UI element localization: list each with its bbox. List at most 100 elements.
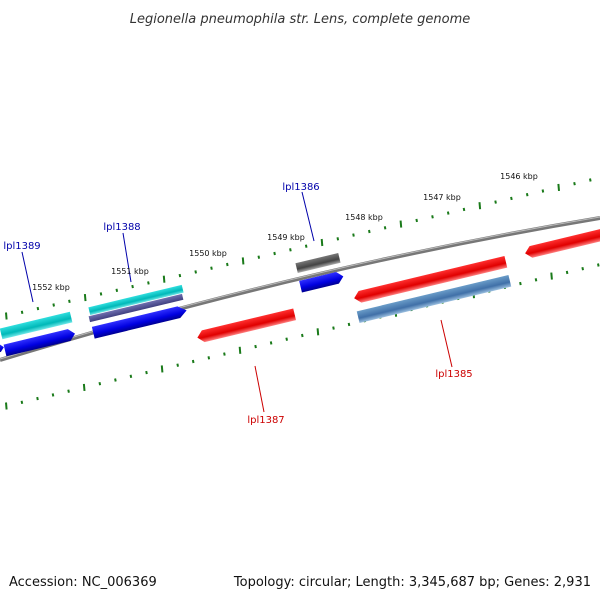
gene-label[interactable]: lpl1387 [247, 415, 284, 426]
major-tick [82, 383, 86, 391]
minor-tick [304, 244, 308, 248]
minor-tick [368, 229, 371, 234]
minor-tick [68, 299, 71, 303]
minor-tick [541, 189, 545, 193]
minor-tick [36, 396, 39, 401]
blue-gene-arrow [3, 329, 76, 357]
minor-tick [254, 344, 257, 349]
minor-tick [415, 218, 418, 223]
ruler-tick-label: 1552 kbp [32, 283, 70, 292]
minor-tick [285, 337, 288, 341]
ruler-tick-label: 1551 kbp [111, 267, 149, 276]
blue-gene-arrow [0, 344, 4, 355]
map-title: Legionella pneumophila str. Lens, comple… [130, 12, 471, 27]
minor-tick [194, 270, 197, 274]
ruler-tick-label: 1549 kbp [267, 233, 305, 242]
major-tick [478, 202, 482, 210]
gene-label[interactable]: lpl1386 [282, 182, 319, 193]
minor-tick [573, 182, 576, 186]
gray-feature [295, 253, 341, 273]
major-tick [557, 183, 560, 191]
red-gene-arrow [197, 308, 297, 343]
major-tick [162, 275, 166, 283]
gene-lpl1387-feature[interactable] [196, 308, 297, 343]
minor-tick [525, 193, 529, 197]
major-tick [83, 294, 87, 302]
minor-tick [223, 352, 226, 356]
gene-label[interactable]: lpl1389 [3, 241, 40, 252]
minor-tick [301, 333, 304, 338]
genome-backbone [0, 216, 600, 362]
minor-tick [589, 178, 592, 182]
minor-tick [20, 310, 24, 314]
red-gene-arrow [525, 228, 600, 258]
genome-summary: Topology: circular; Length: 3,345,687 bp… [233, 575, 591, 590]
minor-tick [226, 262, 229, 267]
minor-tick [114, 378, 117, 382]
purple-feature [88, 293, 184, 323]
ruler-tick-label: 1550 kbp [189, 249, 227, 258]
ruler-ticks [5, 178, 592, 320]
gene-lpl1388-feature[interactable] [88, 284, 188, 339]
minor-tick [352, 233, 355, 237]
minor-tick [51, 393, 55, 397]
minor-tick [597, 263, 600, 267]
minor-tick [178, 273, 182, 278]
minor-tick [534, 278, 538, 282]
minor-tick [494, 200, 497, 204]
cyan-feature-arrow [0, 311, 73, 340]
blue-gene-arrow [91, 306, 187, 339]
minor-tick [431, 215, 434, 219]
minor-tick [145, 370, 148, 375]
major-tick [320, 238, 324, 247]
minor-tick [147, 281, 150, 285]
minor-tick [565, 270, 569, 275]
minor-tick [273, 251, 276, 256]
minor-tick [383, 226, 387, 230]
minor-tick [176, 363, 179, 367]
major-tick [238, 346, 242, 354]
minor-tick [269, 341, 273, 345]
steelblue-feature [356, 274, 512, 324]
blue-gene-arrow [299, 271, 344, 293]
minor-tick [52, 303, 55, 307]
minor-tick [347, 322, 351, 327]
minor-tick [67, 389, 70, 393]
minor-tick [510, 196, 513, 201]
minor-tick [446, 211, 450, 215]
major-tick [550, 272, 553, 280]
gene-label[interactable]: lpl1385 [435, 369, 472, 380]
minor-tick [98, 382, 102, 386]
major-tick [241, 257, 245, 265]
major-tick [5, 312, 8, 320]
minor-tick [115, 288, 119, 292]
minor-tick [129, 374, 133, 378]
ruler-tick-label: 1548 kbp [345, 213, 383, 222]
gene-next-feature[interactable] [524, 228, 600, 259]
gene-lpl1386-feature[interactable] [295, 253, 344, 293]
gene-label-leaders [21, 191, 453, 413]
cyan-feature-arrow [88, 284, 184, 316]
minor-tick [131, 284, 134, 289]
major-tick [316, 328, 320, 336]
ruler-tick-label: 1546 kbp [500, 172, 538, 181]
major-tick [5, 402, 8, 410]
minor-tick [462, 207, 466, 212]
gene-lpl1389-feature[interactable] [0, 311, 76, 357]
minor-tick [207, 356, 211, 360]
minor-tick [519, 281, 522, 286]
minor-tick [99, 292, 103, 296]
minor-tick [332, 326, 335, 330]
major-tick [399, 220, 403, 228]
minor-tick [289, 248, 292, 252]
minor-tick [336, 237, 340, 241]
minor-tick [191, 359, 195, 364]
gene-lpl1385-feature[interactable] [353, 255, 512, 324]
gene-label[interactable]: lpl1388 [103, 222, 140, 233]
accession-label: Accession: NC_006369 [9, 575, 157, 590]
minor-tick [257, 255, 261, 259]
minor-tick [36, 306, 40, 311]
minor-tick [210, 266, 213, 270]
minor-tick [20, 400, 24, 404]
